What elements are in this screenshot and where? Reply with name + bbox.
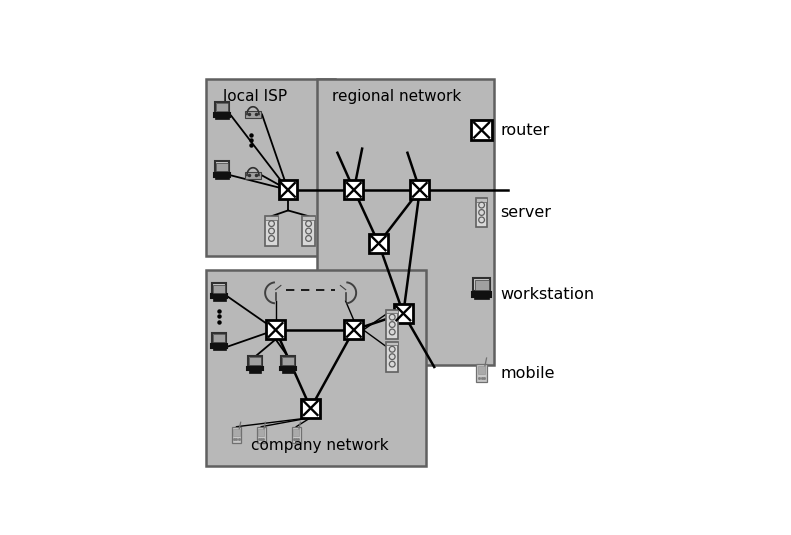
Bar [302,216,315,246]
Bar [476,198,487,202]
Bar [293,429,300,435]
Bar [212,333,226,343]
Bar [266,320,285,339]
Bar [317,79,494,365]
Bar [471,120,492,140]
Bar [214,113,230,117]
Bar [258,429,264,435]
Bar [386,310,399,339]
Bar [215,117,229,119]
Bar [216,103,228,111]
Bar [302,216,315,219]
Text: company network: company network [252,439,389,454]
Bar [213,297,225,301]
Bar [248,366,263,370]
Bar [369,234,388,253]
Bar [248,370,261,372]
Bar [473,278,490,292]
Bar [475,280,489,289]
Bar [214,173,230,177]
Bar [214,102,229,113]
Bar [214,162,229,172]
Bar [245,172,261,179]
Bar [472,292,491,296]
Bar [214,285,225,293]
Bar [292,427,301,442]
Text: local ISP: local ISP [223,89,287,104]
Bar [474,296,490,299]
Bar [478,366,486,374]
Bar [206,79,335,256]
Bar [344,320,363,339]
Bar [212,283,226,294]
Bar [211,294,227,299]
Bar [344,180,363,200]
Bar [476,198,487,226]
Bar [206,270,426,466]
Bar [265,216,278,246]
Bar [282,357,293,365]
Bar [256,427,266,442]
Bar [280,366,296,370]
Bar [213,347,225,350]
Bar [216,163,228,171]
Bar [301,399,320,418]
Bar [233,429,240,435]
Bar [386,342,399,345]
Text: regional network: regional network [332,89,461,104]
Text: mobile: mobile [500,365,554,381]
Bar [214,334,225,342]
Bar [278,180,297,200]
Text: router: router [500,123,550,137]
Text: workstation: workstation [500,287,594,302]
Bar [411,180,430,200]
Text: server: server [500,205,551,220]
Bar [476,364,487,382]
Bar [386,342,399,371]
Bar [394,304,413,323]
Bar [215,176,229,179]
Bar [249,357,260,365]
Bar [248,356,262,366]
Bar [281,356,295,366]
Bar [265,216,278,219]
Bar [386,310,399,313]
Bar [211,344,227,348]
Bar [282,370,294,372]
Bar [232,427,241,442]
Bar [245,111,261,118]
